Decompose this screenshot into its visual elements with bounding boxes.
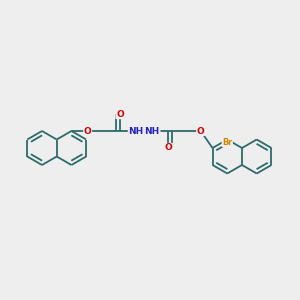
Text: NH: NH (145, 127, 160, 136)
Text: O: O (197, 127, 205, 136)
Text: NH: NH (128, 127, 144, 136)
Text: Br: Br (222, 137, 232, 147)
Text: O: O (116, 110, 124, 118)
Text: O: O (84, 127, 92, 136)
Text: O: O (164, 143, 172, 152)
